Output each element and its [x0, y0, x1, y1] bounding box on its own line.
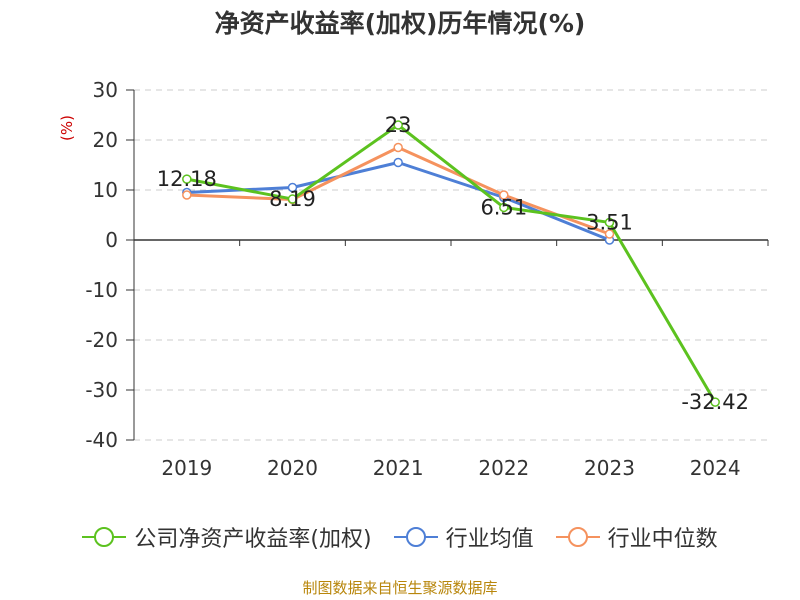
y-tick-label: 10 — [93, 178, 118, 202]
data-point — [499, 202, 509, 213]
y-tick-label: 0 — [105, 228, 118, 252]
grid-lines — [134, 89, 768, 441]
y-tick-label: -40 — [85, 428, 118, 452]
legend-line-circle-icon — [393, 527, 438, 547]
axes: 30 20 10 0 -10 -20 -30 -40 2019 2020 2021 2022 2023 2… — [85, 78, 769, 480]
data-point — [604, 217, 615, 228]
y-tick-label: -20 — [85, 328, 118, 352]
data-label: 3.51 — [586, 210, 633, 234]
data-point — [499, 190, 509, 200]
x-tick-label: 2022 — [478, 456, 529, 480]
source-note: 制图数据来自恒生聚源数据库 — [302, 579, 498, 597]
data-point — [393, 157, 403, 168]
legend-line-circle-icon — [82, 527, 127, 547]
data-point — [393, 142, 403, 153]
legend-line-circle-icon — [555, 527, 600, 547]
x-tick-label: 2020 — [267, 456, 318, 480]
y-axis-label: (%) — [58, 115, 76, 141]
legend-item-industry-median[interactable]: 行业中位数 — [555, 521, 718, 553]
series-line — [186, 161, 611, 242]
legend-label: 行业均值 — [445, 527, 534, 552]
legend-label: 行业中位数 — [607, 527, 718, 552]
x-tick-label: 2023 — [584, 456, 635, 480]
data-label: 23 — [385, 113, 412, 137]
data-point — [604, 229, 615, 239]
y-tick-label: 30 — [93, 78, 118, 102]
chart-title: 净资产收益率(加权)历年情况(%) — [214, 9, 586, 38]
data-label: -32.42 — [681, 390, 749, 414]
x-tick-label: 2021 — [373, 456, 424, 480]
legend-item-company-roe[interactable]: 公司净资产收益率(加权) — [82, 521, 372, 553]
data-point — [287, 182, 298, 193]
data-label: 12.18 — [157, 167, 217, 191]
data-point — [393, 120, 403, 130]
x-tick-label: 2019 — [161, 456, 212, 480]
legend-label: 公司净资产收益率(加权) — [134, 527, 372, 552]
y-tick-label: -30 — [85, 378, 118, 402]
y-tick-label: 20 — [93, 128, 118, 152]
series-lines — [182, 120, 720, 407]
data-point — [710, 397, 720, 407]
legend: 公司净资产收益率(加权) 行业均值 行业中位数 — [0, 520, 800, 554]
data-label: 6.51 — [480, 195, 527, 219]
y-tick-label: -10 — [85, 278, 118, 302]
x-tick-label: 2024 — [690, 456, 741, 480]
data-point — [287, 194, 298, 204]
data-labels: 12.18 8.19 23 6.51 3.51 -32.42 — [157, 113, 749, 414]
data-point — [182, 190, 192, 200]
legend-item-industry-mean[interactable]: 行业均值 — [393, 521, 534, 553]
data-label: 8.19 — [269, 187, 316, 211]
series-line — [186, 123, 717, 403]
data-point — [182, 174, 192, 184]
